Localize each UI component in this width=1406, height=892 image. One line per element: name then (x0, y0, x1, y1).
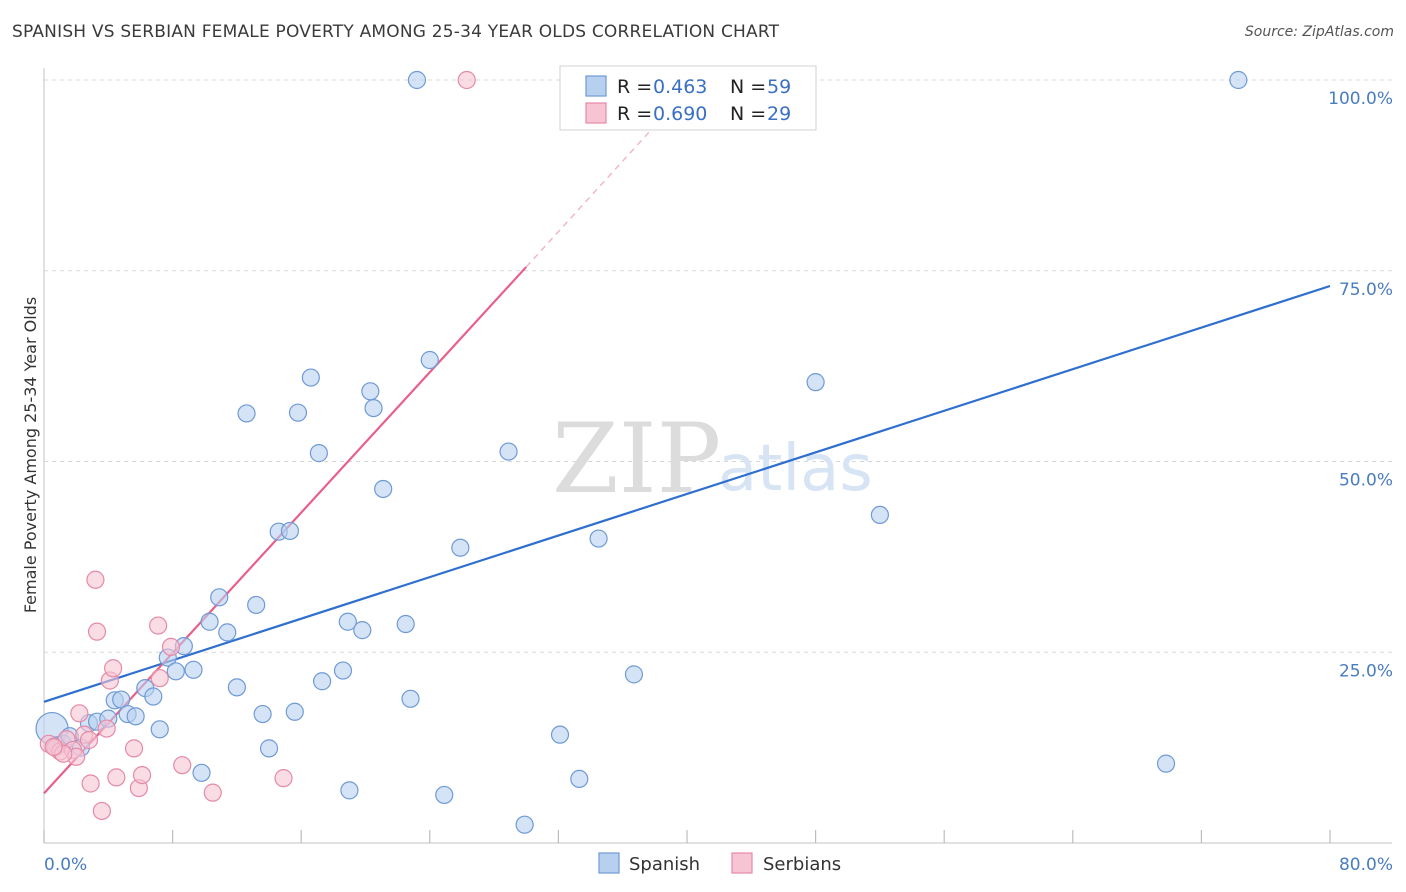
point-spanish-39 (361, 382, 380, 401)
trendline-serbians-extension (525, 125, 656, 268)
point-spanish-23 (227, 678, 246, 697)
point-spanish-13 (144, 687, 163, 706)
y-tick-label-1: 50.0% (1339, 471, 1393, 491)
point-spanish-42 (396, 614, 415, 634)
x-tick-label-1: 80.0% (1339, 855, 1393, 875)
point-spanish-27 (259, 739, 279, 758)
legend-swatch-spanish (585, 75, 607, 97)
y-tick-label-2: 75.0% (1339, 280, 1393, 300)
point-spanish-20 (200, 612, 219, 631)
point-serbians-21 (150, 669, 169, 688)
point-serbians-8 (79, 730, 99, 750)
point-spanish-49 (515, 815, 534, 834)
point-spanish-11 (126, 707, 145, 726)
legend-r-label-2: R = (617, 103, 652, 125)
point-spanish-38 (353, 621, 372, 640)
point-spanish-33 (309, 444, 328, 463)
legend-r-value-1: 0.463 (653, 76, 707, 98)
point-spanish-30 (285, 702, 304, 721)
point-spanish-53 (624, 665, 644, 684)
point-spanish-26 (253, 704, 272, 724)
point-spanish-25 (247, 595, 266, 615)
y-tick-label-3: 100.0% (1328, 89, 1393, 109)
legend-swatch-serbians (585, 102, 607, 124)
point-spanish-18 (184, 660, 203, 679)
source-label: Source: ZipAtlas.com (1244, 24, 1394, 40)
tick-labels: 25.0% 50.0% 75.0% 100.0% 0.0% 80.0% (44, 89, 1393, 875)
x-tick-label-0: 0.0% (44, 855, 87, 875)
point-spanish-50 (550, 725, 570, 744)
point-spanish-22 (218, 623, 237, 642)
point-spanish-51 (570, 769, 589, 789)
point-spanish-37 (340, 781, 359, 800)
point-serbians-28 (44, 737, 63, 756)
point-serbians-9 (81, 774, 100, 793)
legend-n-label-2: N = (730, 103, 766, 125)
point-serbians-15 (104, 659, 123, 678)
y-tick-label-0: 25.0% (1339, 661, 1393, 681)
axes (43, 68, 1392, 844)
point-spanish-35 (333, 661, 353, 680)
point-spanish-52 (589, 529, 608, 548)
legend-r-value-2: 0.690 (653, 103, 707, 125)
point-serbians-11 (87, 622, 107, 641)
point-serbians-13 (97, 719, 116, 738)
point-spanish-16 (166, 662, 185, 681)
point-spanish-21 (210, 588, 229, 607)
point-serbians-16 (107, 768, 126, 787)
point-spanish-14 (150, 720, 169, 739)
point-serbians-26 (457, 70, 476, 90)
point-spanish-41 (374, 479, 393, 499)
point-serbians-24 (203, 783, 222, 802)
trendline-spanish (43, 284, 1331, 703)
point-serbians-6 (70, 704, 89, 723)
point-spanish-56 (870, 505, 890, 525)
point-serbians-22 (161, 637, 181, 657)
gridlines (44, 79, 1392, 653)
point-spanish-24 (237, 404, 256, 423)
point-serbians-23 (173, 756, 192, 775)
legend-n-label-1: N = (730, 76, 766, 98)
legend-n-value-1: 59 (767, 76, 791, 98)
watermark: ZIP atlas (552, 403, 873, 515)
bottom-legend-swatch-serbians (731, 852, 753, 874)
point-spanish-43 (401, 689, 420, 708)
legend-n-value-2: 29 (767, 103, 791, 125)
legend: R = 0.463 N = 59 R = 0.690 N = 29 (559, 65, 817, 131)
point-serbians-12 (92, 801, 111, 821)
point-spanish-55 (806, 373, 825, 392)
point-spanish-46 (435, 785, 454, 805)
point-spanish-47 (451, 538, 470, 557)
point-spanish-34 (312, 672, 332, 691)
point-serbians-25 (274, 769, 293, 788)
bottom-legend-serbians: Serbians (763, 854, 841, 875)
point-spanish-48 (499, 442, 518, 461)
point-spanish-58 (1229, 70, 1248, 90)
point-serbians-20 (149, 616, 168, 635)
point-spanish-19 (192, 763, 211, 782)
point-spanish-29 (280, 521, 300, 541)
point-spanish-40 (364, 398, 383, 418)
bottom-legend-swatch-spanish (598, 852, 620, 874)
watermark-zip: ZIP (552, 403, 721, 515)
legend-r-label-1: R = (617, 76, 652, 98)
bottom-legend-spanish: Spanish (629, 854, 700, 875)
bottom-legend: Spanish Serbians (598, 852, 841, 875)
point-spanish-32 (301, 368, 320, 387)
point-serbians-10 (86, 570, 105, 589)
point-spanish-57 (1156, 754, 1176, 773)
chart-title: SPANISH VS SERBIAN FEMALE POVERTY AMONG … (12, 22, 780, 42)
point-spanish-31 (288, 403, 308, 422)
point-spanish-44 (407, 70, 427, 90)
point-spanish-45 (420, 350, 439, 370)
watermark-atlas: atlas (718, 432, 873, 506)
point-spanish-36 (338, 612, 357, 631)
point-serbians-17 (124, 739, 144, 758)
y-axis-title: Female Poverty Among 25-34 Year Olds (21, 297, 40, 613)
data-points (35, 70, 1248, 834)
point-serbians-19 (132, 765, 152, 785)
